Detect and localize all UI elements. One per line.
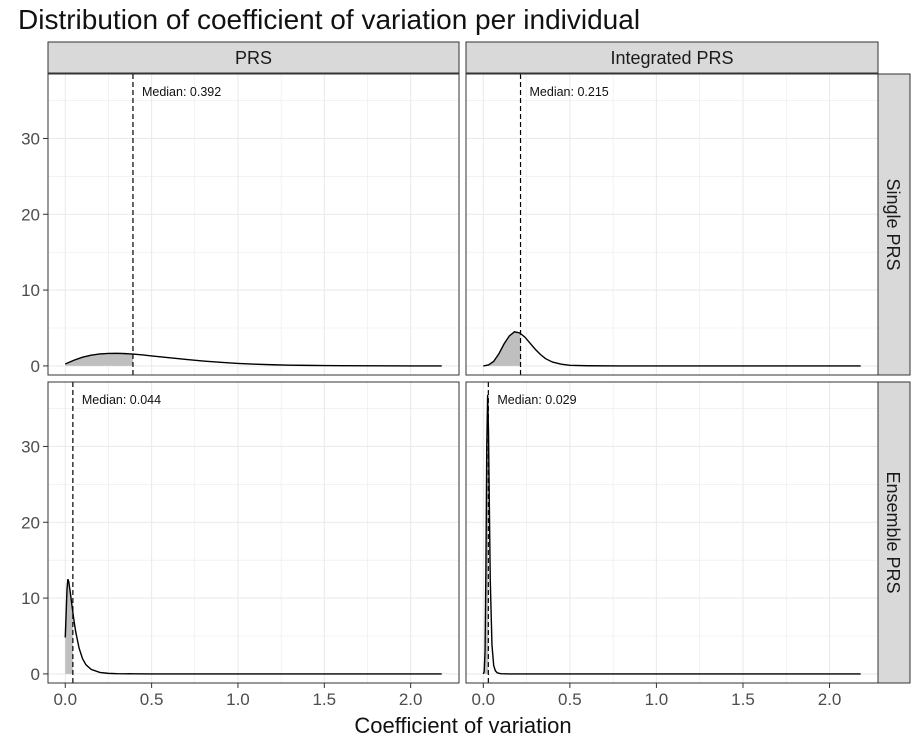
y-tick-label: 30 [21, 437, 40, 456]
y-tick-label: 0 [31, 357, 40, 376]
median-annotation: Median: 0.392 [142, 85, 221, 99]
panel-integrated-prs-ensemble-prs: Median: 0.029 [465, 381, 879, 684]
x-tick-label: 0.0 [471, 690, 495, 709]
y-tick-label: 10 [21, 281, 40, 300]
median-annotation: Median: 0.044 [82, 393, 161, 407]
x-tick-label: 0.0 [53, 690, 77, 709]
density-area [65, 353, 133, 366]
panel-background [48, 382, 459, 683]
x-tick-label: 1.5 [312, 690, 336, 709]
median-annotation: Median: 0.029 [497, 393, 576, 407]
strip-row-ensemble-prs-label: Ensemble PRS [883, 471, 903, 593]
x-tick-label: 1.0 [645, 690, 669, 709]
x-axis-title: Coefficient of variation [354, 713, 571, 738]
y-tick-label: 0 [31, 665, 40, 684]
density-line [483, 331, 861, 367]
strip-column-integrated-prs [465, 41, 879, 74]
x-tick-label: 0.5 [140, 690, 164, 709]
y-tick-label: 20 [21, 205, 40, 224]
panel-border [47, 73, 460, 376]
x-tick-label: 1.5 [731, 690, 755, 709]
strip-column-prs-label: PRS [235, 48, 272, 68]
x-tick-label: 2.0 [399, 690, 423, 709]
strip-row-ensemble-prs [877, 381, 911, 684]
panel-border [465, 73, 879, 376]
density-line [64, 578, 442, 675]
panel-prs-single-prs: Median: 0.392 [47, 73, 460, 376]
panel-integrated-prs-single-prs: Median: 0.215 [465, 73, 879, 376]
density-line [64, 352, 442, 367]
density-line [482, 394, 861, 675]
y-tick-label: 10 [21, 589, 40, 608]
panel-border [465, 381, 879, 684]
median-annotation: Median: 0.215 [530, 85, 609, 99]
chart-title: Distribution of coefficient of variation… [18, 4, 640, 35]
strip-row-single-prs-label: Single PRS [883, 178, 903, 270]
x-tick-label: 2.0 [818, 690, 842, 709]
x-tick-label: 0.5 [558, 690, 582, 709]
y-tick-label: 20 [21, 513, 40, 532]
panel-prs-ensemble-prs: Median: 0.044 [47, 381, 460, 684]
panel-background [48, 74, 459, 375]
strip-column-integrated-prs-label: Integrated PRS [610, 48, 733, 68]
panel-border [47, 381, 460, 684]
strip-row-single-prs [877, 73, 911, 376]
y-tick-label: 30 [21, 129, 40, 148]
panel-background [466, 382, 878, 683]
x-tick-label: 1.0 [226, 690, 250, 709]
panel-background [466, 74, 878, 375]
strip-column-prs [47, 41, 460, 74]
